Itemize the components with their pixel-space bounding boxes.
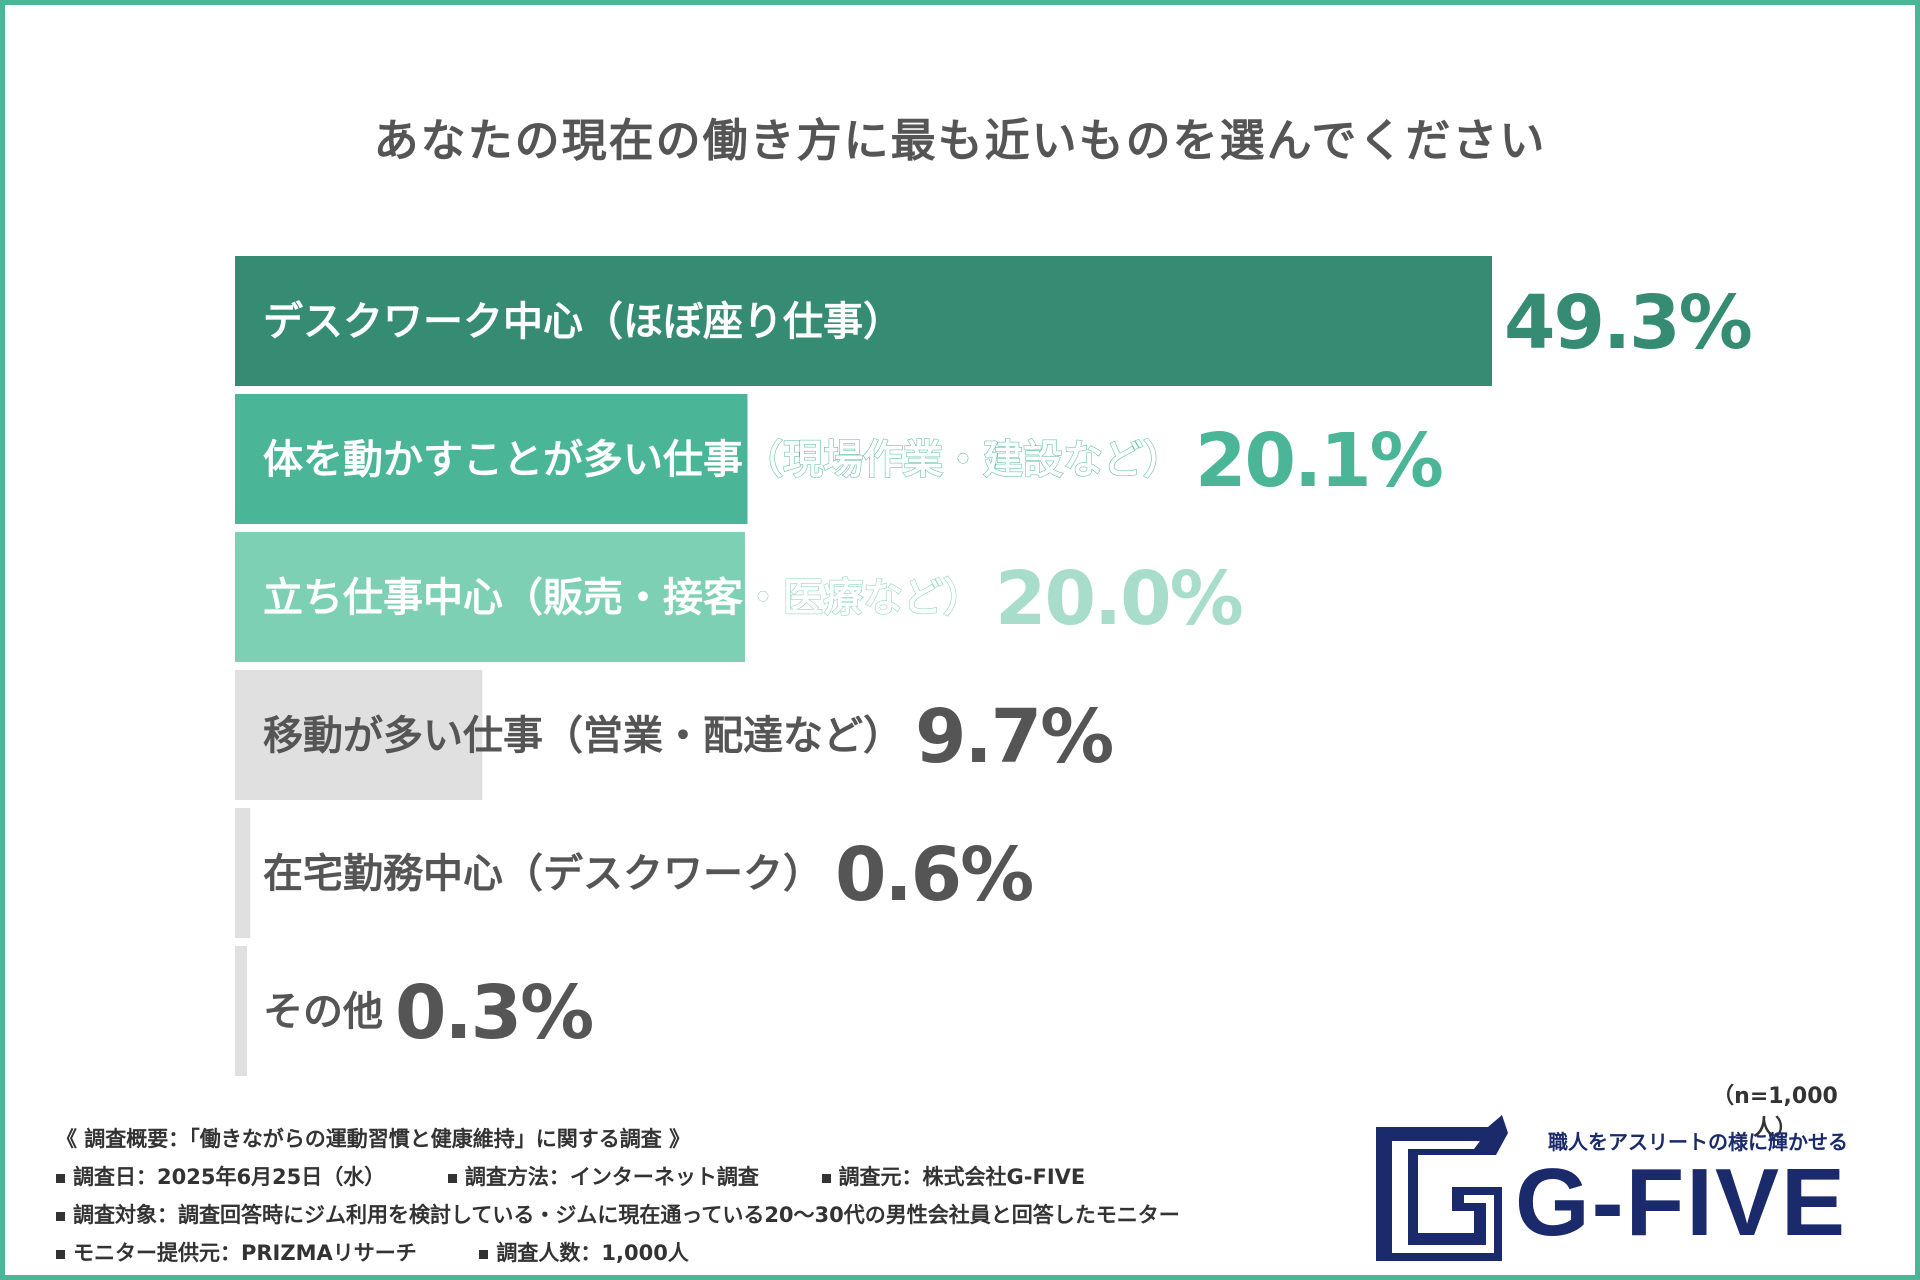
bar-5 bbox=[235, 808, 251, 938]
bullet-icon bbox=[56, 1173, 65, 1183]
survey-target: 調査対象：調査回答時にジム利用を検討している・ジムに現在通っている20〜30代の… bbox=[73, 1203, 1180, 1227]
chart-title: あなたの現在の働き方に最も近いものを選んでください bbox=[373, 114, 1547, 167]
survey-source: 調査元：株式会社G-FIVE bbox=[838, 1165, 1086, 1189]
sample-size: （n=1,000人） bbox=[1712, 1084, 1838, 1141]
bar-label-3: 立ち仕事中心（販売・接客・医療など） bbox=[263, 575, 983, 621]
value-label-4: 9.7% bbox=[915, 694, 1112, 780]
survey-count: 調査人数：1,000人 bbox=[496, 1241, 689, 1265]
bar-1 bbox=[235, 256, 1492, 386]
bullet-icon bbox=[56, 1249, 65, 1259]
bar-label-1: デスクワーク中心（ほぼ座り仕事） bbox=[263, 299, 903, 345]
logo-g-bar bbox=[1424, 1163, 1468, 1177]
value-label-6: 0.3% bbox=[395, 970, 592, 1056]
bar-6 bbox=[235, 946, 247, 1076]
bar-chart: デスクワーク中心（ほぼ座り仕事） 49.3% 体を動かすことが多い仕事（現場作業・建… bbox=[235, 256, 1753, 1076]
survey-provider: モニター提供元：PRIZMAリサーチ bbox=[73, 1241, 417, 1265]
survey-method: 調査方法：インターネット調査 bbox=[464, 1165, 759, 1189]
bar-label-6: その他 bbox=[263, 989, 383, 1035]
value-label-3: 20.0% bbox=[995, 556, 1242, 642]
bar-4 bbox=[235, 670, 483, 800]
logo-wordmark: G-FIVE bbox=[1515, 1149, 1848, 1256]
bullet-icon bbox=[56, 1211, 65, 1221]
bar-label-5: 在宅勤務中心（デスクワーク） bbox=[263, 851, 823, 897]
bar-3 bbox=[235, 532, 745, 662]
bullet-icon bbox=[821, 1173, 831, 1183]
value-label-2: 20.1% bbox=[1195, 418, 1442, 504]
bullet-icon bbox=[447, 1173, 457, 1183]
survey-heading: 《 調査概要：「働きながらの運動習慣と健康維持」に関する調査 》 bbox=[56, 1127, 691, 1151]
bar-label-2: 体を動かすことが多い仕事（現場作業・建設など） bbox=[263, 437, 1183, 483]
value-label-1: 49.3% bbox=[1504, 280, 1751, 366]
logo-g-inner bbox=[1392, 1141, 1494, 1253]
bullet-icon bbox=[479, 1249, 489, 1259]
survey-summary: 《 調査概要：「働きながらの運動習慣と健康維持」に関する調査 》 調査日：202… bbox=[56, 1120, 1376, 1272]
survey-date: 調査日：2025年6月25日（水） bbox=[73, 1165, 386, 1189]
bar-label-4: 移動が多い仕事（営業・配達など） bbox=[263, 713, 903, 759]
value-label-5: 0.6% bbox=[835, 832, 1032, 918]
g-five-logo-mark bbox=[1376, 1115, 1508, 1261]
bar-2 bbox=[235, 394, 748, 524]
logo-g-shape bbox=[1376, 1115, 1508, 1261]
logo-tagline: 職人をアスリートの様に輝かせる bbox=[1548, 1130, 1848, 1154]
